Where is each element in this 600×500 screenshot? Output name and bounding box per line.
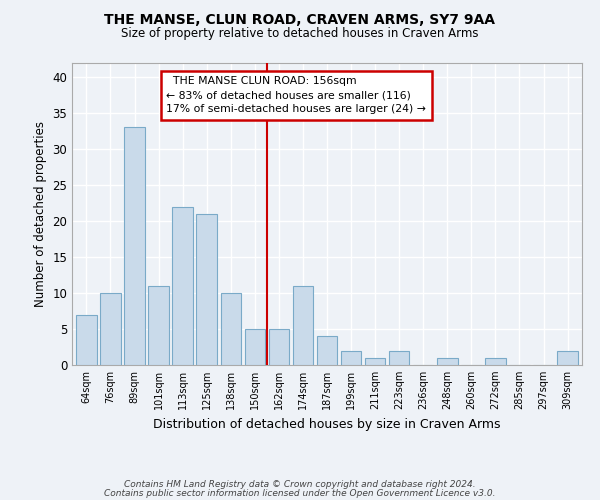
Bar <box>317 336 337 365</box>
Text: Size of property relative to detached houses in Craven Arms: Size of property relative to detached ho… <box>121 28 479 40</box>
Bar <box>221 293 241 365</box>
Bar <box>245 329 265 365</box>
Bar <box>172 206 193 365</box>
Bar <box>196 214 217 365</box>
Text: Contains HM Land Registry data © Crown copyright and database right 2024.: Contains HM Land Registry data © Crown c… <box>124 480 476 489</box>
Bar <box>269 329 289 365</box>
Text: THE MANSE CLUN ROAD: 156sqm
← 83% of detached houses are smaller (116)
17% of se: THE MANSE CLUN ROAD: 156sqm ← 83% of det… <box>166 76 426 114</box>
Bar <box>124 128 145 365</box>
Text: THE MANSE, CLUN ROAD, CRAVEN ARMS, SY7 9AA: THE MANSE, CLUN ROAD, CRAVEN ARMS, SY7 9… <box>104 12 496 26</box>
Bar <box>557 350 578 365</box>
Bar <box>100 293 121 365</box>
Bar <box>437 358 458 365</box>
Bar <box>341 350 361 365</box>
Bar <box>76 314 97 365</box>
Bar <box>293 286 313 365</box>
Y-axis label: Number of detached properties: Number of detached properties <box>34 120 47 306</box>
X-axis label: Distribution of detached houses by size in Craven Arms: Distribution of detached houses by size … <box>153 418 501 430</box>
Bar <box>389 350 409 365</box>
Text: Contains public sector information licensed under the Open Government Licence v3: Contains public sector information licen… <box>104 489 496 498</box>
Bar <box>148 286 169 365</box>
Bar <box>485 358 506 365</box>
Bar <box>365 358 385 365</box>
